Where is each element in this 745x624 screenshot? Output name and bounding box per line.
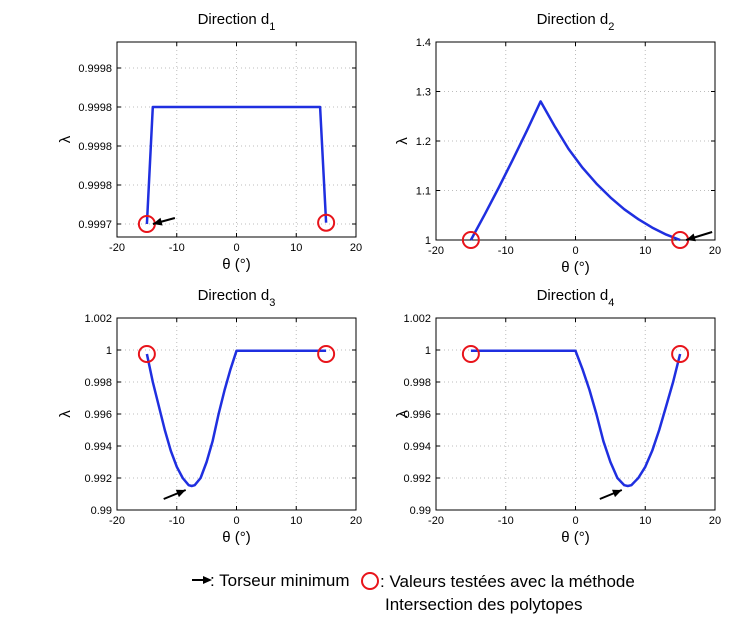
- legend-circle-label-line2: Intersection des polytopes: [385, 595, 583, 614]
- y-tick-label: 0.9998: [78, 63, 112, 75]
- arrow-head: [612, 489, 622, 498]
- y-tick-label: 1: [106, 345, 112, 357]
- x-tick-label: 20: [350, 515, 362, 527]
- x-tick-label: -20: [109, 515, 125, 527]
- y-tick-label: 0.9998: [78, 180, 112, 192]
- y-tick-label: 0.9998: [78, 102, 112, 114]
- chart-title-main: Direction d: [537, 287, 609, 304]
- x-tick-label: 0: [233, 242, 239, 254]
- y-tick-label: 1.4: [416, 37, 431, 49]
- y-tick-label: 0.9998: [78, 141, 112, 153]
- y-tick-label: 0.996: [403, 409, 431, 421]
- tested-value-marker: [671, 345, 690, 363]
- chart-panel-3: -20 -10 0 10 20 0.99 0.992 0.994 0.996 0.998 1 1.00…: [57, 287, 362, 546]
- y-tick-label: 0.996: [84, 409, 112, 421]
- chart-title-subscript: 2: [608, 21, 614, 33]
- chart-panels: -20 -10 0 10 200.99970.99980.99980.99980.999…: [57, 11, 721, 546]
- x-tick-label: 20: [350, 242, 362, 254]
- series-line: [470, 349, 682, 488]
- x-axis-label: θ (°): [222, 529, 251, 546]
- y-axis-label: λ: [57, 410, 74, 418]
- y-tick-label: 1.1: [416, 186, 431, 198]
- tested-value-marker: [461, 345, 480, 363]
- minimum-arrow-icon: [599, 489, 623, 500]
- x-tick-label: 20: [709, 515, 721, 527]
- legend-arrow-label: : Torseur minimum: [210, 571, 350, 590]
- legend-circle-label-line1: : Valeurs testées avec la méthode: [380, 572, 635, 591]
- x-tick-label: -10: [169, 515, 185, 527]
- y-tick-label: 1: [425, 235, 431, 247]
- y-tick-label: 1.002: [403, 313, 431, 325]
- chart-title: Direction d2: [537, 11, 615, 33]
- tested-value-marker: [137, 345, 156, 363]
- legend-circle-icon: [361, 572, 379, 590]
- y-tick-label: 0.992: [84, 473, 112, 485]
- y-axis-label: λ: [57, 135, 74, 143]
- x-tick-label: -20: [109, 242, 125, 254]
- y-tick-label: 0.994: [403, 441, 431, 453]
- arrow-head: [152, 217, 163, 226]
- x-axis-label: θ (°): [561, 529, 590, 546]
- chart-panel-4: -20 -10 0 10 20 0.99 0.992 0.994 0.996 0.998 1 1.00…: [394, 287, 721, 546]
- x-tick-label: -20: [428, 245, 444, 257]
- minimum-arrow-icon: [152, 217, 176, 226]
- y-axis-label: λ: [394, 137, 411, 145]
- tested-value-marker: [461, 231, 480, 249]
- chart-title: Direction d1: [198, 11, 276, 33]
- y-tick-label: 0.992: [403, 473, 431, 485]
- plot-area: [117, 42, 356, 237]
- x-tick-label: 10: [290, 242, 302, 254]
- y-tick-label: 0.9997: [78, 219, 112, 231]
- y-tick-label: 0.99: [91, 505, 112, 517]
- series-line: [145, 105, 328, 225]
- series-line: [469, 100, 681, 242]
- y-tick-label: 1.2: [416, 136, 431, 148]
- chart-title: Direction d3: [198, 287, 276, 309]
- chart-title-subscript: 1: [269, 21, 275, 33]
- chart-title-main: Direction d: [198, 287, 270, 304]
- x-axis-label: θ (°): [222, 256, 251, 273]
- chart-title-main: Direction d: [537, 11, 609, 28]
- x-tick-label: -10: [498, 515, 514, 527]
- legend: : Torseur minimum : Valeurs testées avec…: [192, 571, 635, 614]
- x-tick-label: 10: [639, 515, 651, 527]
- x-tick-label: 0: [233, 515, 239, 527]
- arrow-head: [686, 233, 696, 242]
- tested-value-marker: [317, 345, 336, 363]
- chart-title-subscript: 3: [269, 297, 275, 309]
- x-axis-label: θ (°): [561, 259, 590, 276]
- y-tick-label: 1.3: [416, 87, 431, 99]
- y-tick-label: 0.994: [84, 441, 112, 453]
- tested-value-marker: [317, 213, 336, 232]
- arrow-head: [175, 489, 186, 498]
- minimum-arrow-icon: [163, 489, 187, 500]
- chart-title-main: Direction d: [198, 11, 270, 28]
- chart-title: Direction d4: [537, 287, 615, 309]
- x-tick-label: 10: [290, 515, 302, 527]
- legend-arrow-icon: [192, 576, 212, 584]
- x-tick-label: 10: [639, 245, 651, 257]
- y-tick-label: 0.998: [84, 377, 112, 389]
- chart-panel-2: -20 -10 0 10 20 1 1.1 1.2 1.3 1.4 Direction d2 θ (°…: [394, 11, 721, 276]
- x-tick-label: 0: [572, 515, 578, 527]
- y-tick-label: 1: [425, 345, 431, 357]
- y-axis-label: λ: [394, 410, 411, 418]
- chart-title-subscript: 4: [608, 297, 614, 309]
- minimum-arrow-icon: [685, 231, 713, 242]
- x-tick-label: -20: [428, 515, 444, 527]
- chart-panel-1: -20 -10 0 10 20 0.9997 0.9998 0.9998 0.9998 0.999…: [57, 11, 362, 273]
- x-tick-label: -10: [498, 245, 514, 257]
- x-tick-label: -10: [169, 242, 185, 254]
- y-tick-label: 1.002: [84, 313, 112, 325]
- y-tick-label: 0.99: [410, 505, 431, 517]
- series-line: [145, 349, 327, 488]
- x-tick-label: 20: [709, 245, 721, 257]
- y-tick-label: 0.998: [403, 377, 431, 389]
- x-tick-label: 0: [572, 245, 578, 257]
